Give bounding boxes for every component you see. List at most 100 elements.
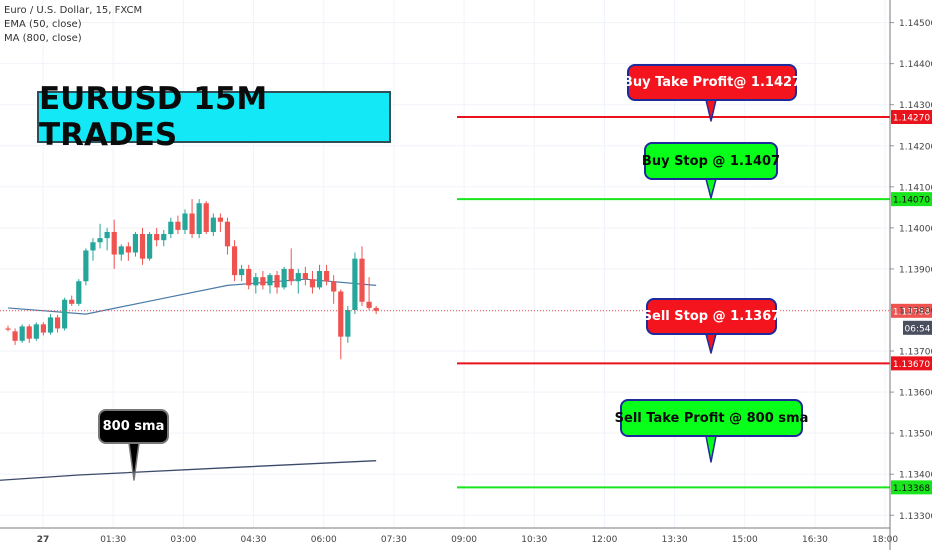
buy_take_profit-axis-label-bg [891,110,932,125]
candle-body [5,328,11,330]
legend-ma: MA (800, close) [4,33,82,44]
sell-stop-callout: Sell Stop @ 1.1367 [643,298,780,335]
sma-800-callout: 800 sma [98,409,169,444]
candle [288,248,294,286]
candle-body [373,307,379,311]
candle [302,266,308,286]
candle-body [203,203,209,232]
y-tick-label: 1.13800 [899,306,932,316]
y-tick-label: 1.13700 [899,348,932,358]
candle [5,325,11,332]
candle-body [118,246,124,255]
candle [139,227,146,265]
last-price-axis-label-bg [891,303,932,318]
candle-body [62,299,68,329]
candle [125,242,131,261]
candle [12,328,18,345]
sell-take-profit-callout: Sell Take Profit @ 800 sma [615,399,808,437]
x-tick-label: 03:00 [170,535,196,545]
candle-body [210,217,216,232]
candle [366,277,372,310]
candle [253,273,259,294]
x-tick-label: 01:30 [100,535,126,545]
x-tick-label: 27 [37,535,50,545]
y-tick-label: 1.13600 [899,389,932,399]
candle [76,279,82,306]
candle [97,223,103,249]
buy-stop-pointer [705,178,717,199]
candle-body [161,234,167,241]
candle [161,229,167,247]
chart-legend: Euro / U.S. Dollar, 15, FXCM EMA (50, cl… [4,4,142,46]
candle-body [345,309,351,337]
x-tick-label: 12:00 [591,535,617,545]
candle-body [54,317,61,329]
candle [54,314,61,333]
candle-body [274,275,280,288]
candle-body [111,231,117,255]
candle [338,289,344,360]
candle-body [90,242,96,251]
candle [309,270,316,294]
candle [26,324,32,343]
candle [224,217,231,255]
legend-ema: EMA (50, close) [4,19,82,30]
candle [62,297,68,331]
candle-body [97,238,103,243]
candle [267,273,273,294]
candle-body [76,281,82,304]
y-tick-label: 1.14400 [899,60,932,70]
candle [373,305,379,315]
candle [83,248,89,286]
y-tick-label: 1.14200 [899,142,932,152]
candle-body [331,281,337,292]
candle [331,275,337,304]
candle-body [154,234,160,241]
candles-layer [5,199,379,360]
candle [47,314,54,335]
candle [104,227,110,251]
countdown-bg [903,320,932,335]
sell_take_profit-axis-label: 1.13368 [893,484,930,494]
candle-body [295,273,301,282]
candle-body [132,234,139,253]
candle [345,305,351,343]
candle-body [33,324,39,339]
sell_stop-axis-label-bg [891,356,932,371]
candle-body [359,258,365,302]
candle-body [267,275,273,286]
candle [69,295,75,306]
candle-body [175,221,181,230]
x-tick-label: 13:30 [662,535,688,545]
x-tick-label: 09:00 [451,535,477,545]
candle [231,240,238,282]
candle-body [19,326,25,341]
candle [175,215,181,235]
candle [90,238,96,261]
candle-body [309,279,316,288]
x-tick-label: 07:30 [381,535,407,545]
sma-800-layer [0,460,377,481]
candle-body [104,231,110,239]
candle-body [246,268,252,286]
candle [359,246,365,306]
candle [189,199,195,239]
y-tick-label: 1.13900 [899,265,932,275]
candle [246,264,252,290]
candle-body [69,299,75,304]
candle-body [302,273,308,280]
candle-body [139,234,146,259]
last-price-axis-label: 1.13798 [893,307,930,317]
candle [295,268,301,294]
candle [132,231,139,257]
candle-body [288,268,294,282]
candle [281,266,287,290]
y-tick-label: 1.14000 [899,224,932,234]
x-tick-label: 10:30 [521,535,547,545]
y-tick-label: 1.13400 [899,471,932,481]
candle-body [125,246,131,253]
candle [274,270,280,294]
candle [203,201,209,235]
